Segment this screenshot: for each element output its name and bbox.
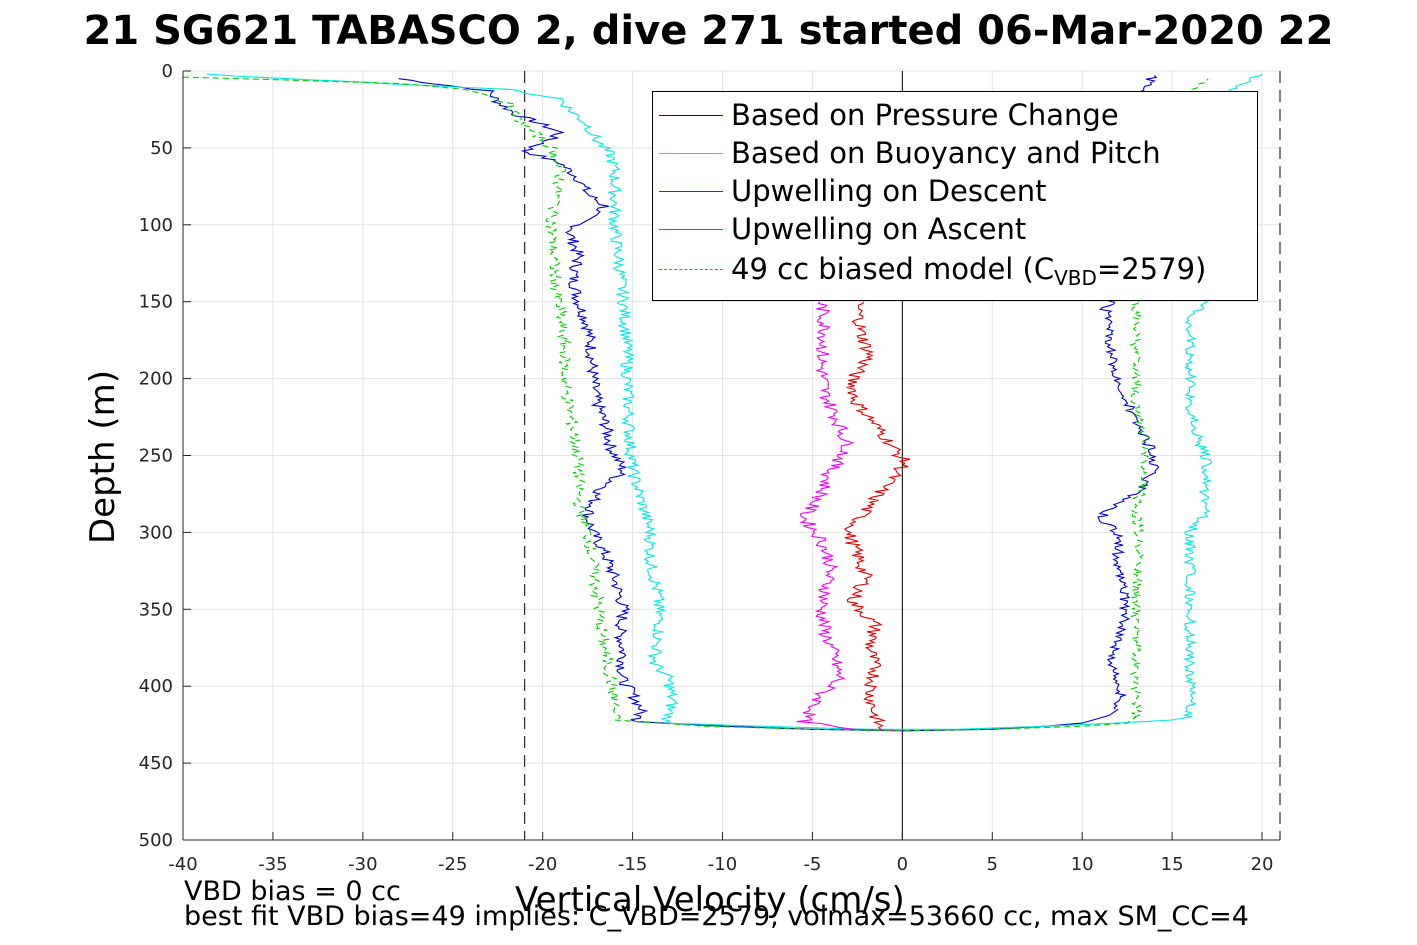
series-line-ascent xyxy=(1129,78,1209,718)
y-tick-label: 350 xyxy=(139,599,173,620)
legend-swatch xyxy=(659,228,723,230)
series-line-descent xyxy=(182,76,622,721)
legend-label: Upwelling on Descent xyxy=(731,174,1047,208)
legend-label: Based on Pressure Change xyxy=(731,98,1119,132)
legend-swatch xyxy=(659,152,723,154)
x-tick-label: -40 xyxy=(168,854,197,875)
chart-legend: Based on Pressure Change Based on Buoyan… xyxy=(652,91,1258,301)
legend-item-biased-model: 49 cc biased model (CVBD=2579) xyxy=(659,250,1206,288)
x-tick-label: 5 xyxy=(987,854,998,875)
x-tick-label: 20 xyxy=(1251,854,1274,875)
y-tick-label: 100 xyxy=(139,215,173,236)
y-tick-label: 500 xyxy=(139,830,173,851)
series-line-turn xyxy=(614,716,1137,732)
series-lines xyxy=(182,73,1263,732)
y-tick-label: 250 xyxy=(139,446,173,467)
series-line-descent xyxy=(206,73,678,724)
x-tick-label: -15 xyxy=(618,854,647,875)
chart-title: 21 SG621 TABASCO 2, dive 271 started 06-… xyxy=(83,8,1334,54)
legend-item-pressure-change: Based on Pressure Change xyxy=(659,96,1119,134)
y-tick-label: 150 xyxy=(139,292,173,313)
y-tick-label: 50 xyxy=(150,138,173,159)
tick-labels: -40 -35 -30 -25 -20 -15 -10 -5 0 5 10 15 20050100150… xyxy=(139,61,1274,875)
legend-item-upwelling-ascent: Upwelling on Ascent xyxy=(659,210,1026,248)
x-tick-label: 10 xyxy=(1071,854,1094,875)
legend-label: Based on Buoyancy and Pitch xyxy=(731,136,1161,170)
y-tick-label: 400 xyxy=(139,676,173,697)
axes xyxy=(182,70,1280,841)
series-line-turn xyxy=(636,708,1119,732)
legend-label: 49 cc biased model (CVBD=2579) xyxy=(731,252,1207,290)
y-axis-label: Depth (m) xyxy=(83,369,123,545)
legend-swatch xyxy=(659,114,723,116)
x-tick-label: -10 xyxy=(708,854,737,875)
legend-swatch xyxy=(659,268,723,270)
footer-line-2: best fit VBD bias=49 implies: C_VBD=2579… xyxy=(184,901,1249,932)
y-tick-label: 300 xyxy=(139,522,173,543)
x-tick-label: -20 xyxy=(528,854,557,875)
y-tick-label: 450 xyxy=(139,753,173,774)
x-tick-label: 15 xyxy=(1161,854,1184,875)
y-tick-label: 200 xyxy=(139,369,173,390)
x-tick-label: 0 xyxy=(897,854,908,875)
x-tick-label: -30 xyxy=(348,854,377,875)
legend-item-upwelling-descent: Upwelling on Descent xyxy=(659,172,1047,210)
x-tick-label: -25 xyxy=(438,854,467,875)
x-tick-label: -5 xyxy=(803,854,821,875)
series-line-descent xyxy=(398,78,649,723)
legend-item-buoyancy-pitch: Based on Buoyancy and Pitch xyxy=(659,134,1161,172)
series-line-main xyxy=(796,301,903,732)
series-line-main xyxy=(844,301,911,730)
x-tick-label: -35 xyxy=(258,854,287,875)
x-axis-label: Vertical Velocity (cm/s) xyxy=(515,880,905,920)
legend-swatch xyxy=(659,190,723,192)
series-line-turn xyxy=(664,716,1191,730)
y-tick-label: 0 xyxy=(162,61,173,82)
footer-line-1: VBD bias = 0 cc xyxy=(184,876,401,907)
legend-label: Upwelling on Ascent xyxy=(731,212,1027,246)
